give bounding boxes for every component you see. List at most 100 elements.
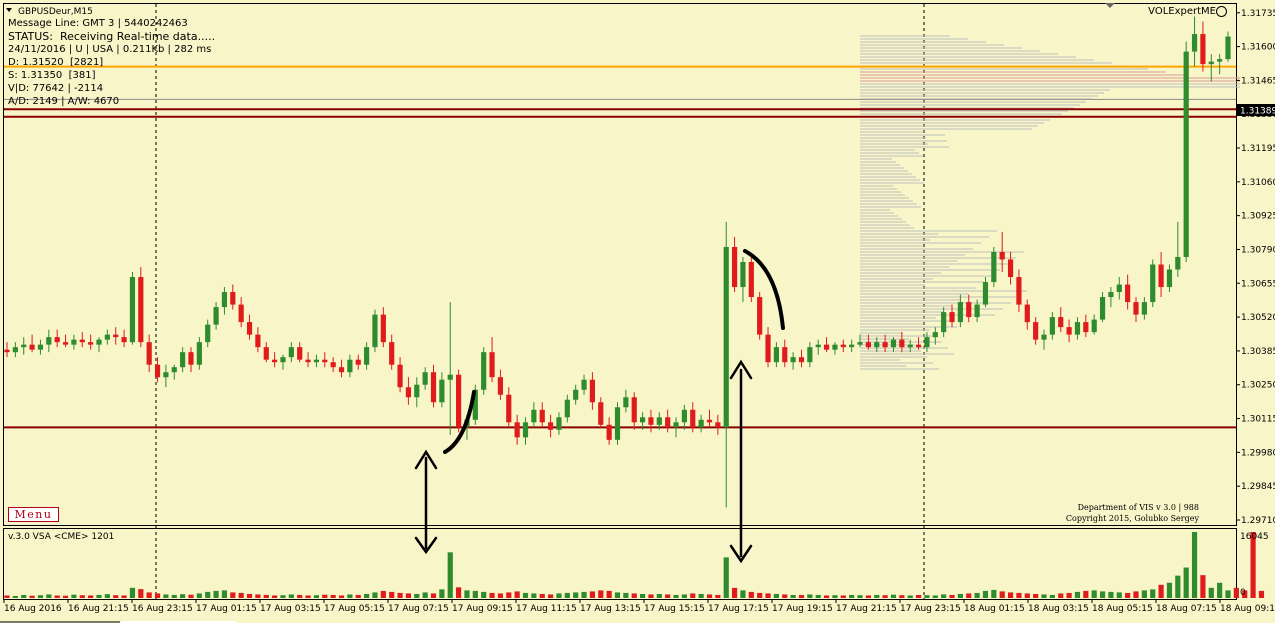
- chevron-down-icon[interactable]: [6, 8, 12, 12]
- annotation-drawings: [443, 249, 785, 454]
- candle-body: [255, 334, 261, 348]
- candle: [823, 337, 830, 353]
- volume-bar: [439, 589, 445, 598]
- x-tick-label: 17 Aug 17:15: [708, 604, 769, 614]
- volume-bar: [589, 591, 596, 598]
- candle-body: [1041, 334, 1047, 340]
- price-axis[interactable]: 1.317351.316001.314651.313301.311951.310…: [1236, 9, 1275, 526]
- candle-body: [573, 389, 579, 400]
- volume-bar: [798, 594, 805, 598]
- y-tick-label: 1.30790: [1241, 245, 1275, 255]
- candle-body: [297, 347, 303, 360]
- candle: [79, 332, 85, 348]
- candle: [1208, 54, 1214, 82]
- volume-bar: [188, 594, 194, 598]
- meta-text: 24/11/2016 | U | USA | 0.211Kb | 282 ms: [8, 44, 212, 55]
- candle-body: [313, 359, 320, 363]
- volume-bar: [71, 594, 77, 598]
- x-tick-label: 18 Aug 07:15: [1156, 604, 1217, 614]
- candle-body: [472, 389, 478, 420]
- volume-bar: [196, 593, 202, 598]
- volume-bar: [556, 593, 562, 598]
- candle-body: [598, 402, 604, 425]
- volume-bar: [531, 593, 537, 598]
- candle: [790, 352, 796, 370]
- candle-body: [154, 364, 161, 378]
- volume-bar: [1166, 582, 1173, 598]
- volume-bar: [397, 592, 403, 598]
- volume-bar: [932, 595, 938, 598]
- volume-bar: [113, 595, 119, 598]
- volume-bar: [79, 595, 85, 598]
- candle: [497, 369, 504, 400]
- vd-text: V|D: 77642 | -2114: [8, 83, 104, 94]
- volume-bar: [539, 593, 545, 598]
- candle: [1200, 21, 1206, 72]
- candle: [1074, 317, 1081, 340]
- chart-shift-marker-icon[interactable]: [1105, 3, 1115, 8]
- candle: [489, 337, 495, 383]
- volume-bar: [288, 594, 294, 598]
- volume-bar: [96, 594, 102, 598]
- volume-bar: [364, 593, 370, 598]
- volume-bar: [606, 590, 612, 598]
- candle-body: [798, 357, 805, 363]
- candle-body: [4, 349, 10, 353]
- candle: [1108, 287, 1114, 308]
- volume-bar: [564, 592, 570, 598]
- candle: [121, 329, 127, 348]
- volume-bar: [823, 595, 830, 598]
- candle: [757, 292, 763, 340]
- time-axis[interactable]: 16 Aug 2016 16 Aug 21:15 16 Aug 23:15 17 Au…: [3, 599, 1275, 614]
- candle: [690, 402, 696, 433]
- candle: [1099, 292, 1106, 323]
- main-pane-border: [3, 3, 1237, 526]
- candle: [573, 384, 579, 405]
- candle-body: [932, 332, 938, 338]
- candle-body: [765, 334, 771, 363]
- copyright-line-1: Department of VIS v 3.0 | 988: [1077, 503, 1199, 512]
- volume-zero-label: 0: [1240, 588, 1246, 598]
- candle: [1024, 299, 1030, 330]
- volume-bar: [4, 595, 10, 598]
- volume-bar: [255, 594, 261, 598]
- menu-button[interactable]: Menu: [8, 507, 59, 522]
- volume-profile: [860, 35, 1240, 370]
- x-tick-label: 16 Aug 2016: [4, 604, 62, 614]
- candle-body: [389, 342, 395, 365]
- candle: [238, 297, 244, 328]
- candle-body: [556, 417, 562, 430]
- volume-bar: [62, 595, 69, 598]
- volume-bar: [422, 592, 428, 598]
- candle: [221, 287, 228, 315]
- candle: [456, 369, 462, 433]
- candle: [1016, 269, 1022, 313]
- y-tick-label: 1.30925: [1241, 212, 1275, 222]
- candle-body: [355, 359, 361, 365]
- y-tick-label: 1.30385: [1241, 347, 1275, 357]
- candle: [88, 334, 94, 350]
- candle-body: [1158, 264, 1164, 288]
- candle-body: [1066, 327, 1072, 335]
- candle-body: [96, 339, 102, 345]
- candle-body: [188, 352, 194, 365]
- x-tick-label: 18 Aug 01:15: [964, 604, 1025, 614]
- candle: [62, 334, 69, 348]
- candle-body: [882, 342, 888, 348]
- candle-body: [405, 387, 412, 398]
- candle-body: [1166, 269, 1173, 288]
- candle-body: [238, 304, 244, 323]
- volume-bar: [305, 595, 311, 598]
- volume-bar: [656, 593, 662, 598]
- current-price-badge: 1.31389: [1237, 104, 1275, 117]
- volume-bar: [1191, 532, 1198, 598]
- volume-bar: [1150, 589, 1156, 598]
- smiley-icon[interactable]: [1216, 6, 1227, 17]
- candle-body: [305, 359, 311, 363]
- volume-bar: [221, 590, 228, 598]
- volume-bar: [37, 595, 44, 598]
- status-text: STATUS: Receiving Real-time data.....: [8, 30, 216, 43]
- volume-bar: [263, 594, 269, 598]
